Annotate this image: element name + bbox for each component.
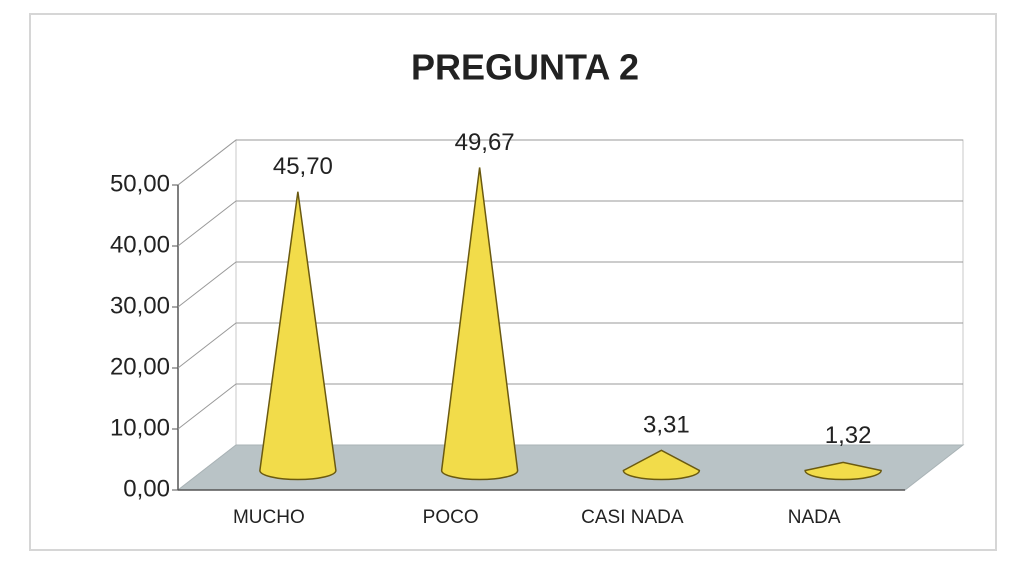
x-tick-label: NADA [788, 507, 841, 528]
cone [804, 461, 882, 481]
cone [622, 449, 701, 481]
y-tick-label: 20,00 [110, 353, 170, 380]
back-wall [235, 139, 964, 446]
value-label: 1,32 [825, 422, 872, 449]
grid-line [177, 261, 963, 308]
grid-line [177, 200, 963, 247]
grid-line [177, 322, 963, 369]
value-label: 49,67 [455, 129, 515, 156]
y-tick-label: 50,00 [110, 170, 170, 197]
cone [440, 167, 519, 481]
side-wall [177, 138, 237, 492]
value-label: 45,70 [273, 153, 333, 180]
y-tick-label: 0,00 [123, 475, 170, 502]
y-tick-label: 30,00 [110, 292, 170, 319]
x-tick-label: MUCHO [233, 507, 305, 528]
value-label: 3,31 [643, 412, 690, 439]
chart-title: PREGUNTA 2 [411, 47, 639, 88]
grid-line [177, 383, 963, 430]
y-tick-label: 40,00 [110, 231, 170, 258]
x-tick-label: CASI NADA [581, 507, 684, 528]
grid-line [177, 139, 963, 186]
x-tick-label: POCO [423, 507, 479, 528]
y-tick-label: 10,00 [110, 414, 170, 441]
cone [259, 191, 337, 481]
